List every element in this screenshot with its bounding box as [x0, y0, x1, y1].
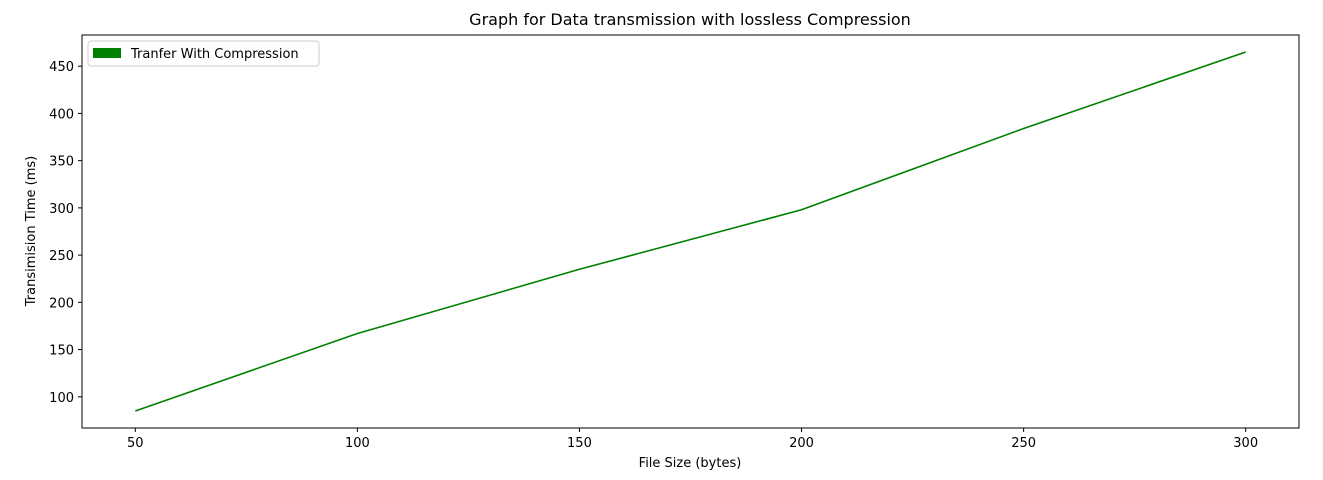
y-tick-label: 350	[49, 155, 74, 170]
x-axis-ticks: 50 100 150 200 250 300	[127, 428, 1258, 451]
series-layer	[135, 51, 1246, 412]
y-tick-label: 400	[49, 107, 74, 122]
plot-area	[81, 34, 1300, 429]
x-tick-label: 100	[345, 436, 370, 451]
y-tick-label: 300	[49, 202, 74, 217]
legend: Tranfer With Compression	[87, 40, 320, 67]
x-tick-label: 200	[789, 436, 814, 451]
y-tick-label: 200	[49, 296, 74, 311]
legend-label: Tranfer With Compression	[130, 47, 299, 62]
y-tick-label: 250	[49, 249, 74, 264]
y-tick-label: 150	[49, 344, 74, 359]
x-axis-label: File Size (bytes)	[639, 456, 742, 471]
y-tick-label: 450	[49, 60, 74, 75]
x-tick-label: 150	[567, 436, 592, 451]
series-line-0	[135, 51, 1246, 412]
x-tick-label: 250	[1011, 436, 1036, 451]
y-axis-label: Transimision Time (ms)	[24, 156, 39, 307]
chart-title: Graph for Data transmission with lossles…	[469, 10, 911, 29]
y-axis-ticks: 100 150 200 250 300 350 400 450	[49, 60, 82, 406]
x-tick-label: 300	[1233, 436, 1258, 451]
legend-box	[87, 40, 320, 67]
x-tick-label: 50	[127, 436, 144, 451]
legend-swatch	[93, 48, 121, 58]
y-tick-label: 100	[49, 391, 74, 406]
